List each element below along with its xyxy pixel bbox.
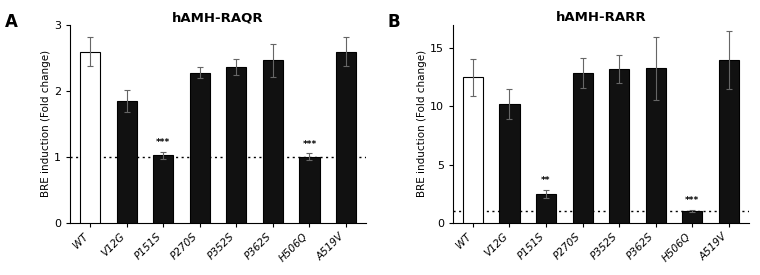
Y-axis label: BRE induction (Fold change): BRE induction (Fold change) <box>417 50 427 197</box>
Bar <box>499 104 520 222</box>
Bar <box>572 73 593 222</box>
Bar <box>226 67 246 222</box>
Text: B: B <box>388 13 401 31</box>
Bar <box>154 155 173 222</box>
Bar <box>682 211 702 222</box>
Bar <box>609 69 629 222</box>
Bar <box>463 78 483 222</box>
Bar <box>336 52 356 222</box>
Title: hAMH-RARR: hAMH-RARR <box>556 11 646 24</box>
Bar <box>116 101 137 222</box>
Text: ***: *** <box>156 138 170 147</box>
Bar <box>80 52 100 222</box>
Text: A: A <box>5 13 17 31</box>
Bar <box>536 194 556 222</box>
Bar <box>263 60 283 222</box>
Y-axis label: BRE induction (Fold change): BRE induction (Fold change) <box>41 50 51 197</box>
Bar <box>299 157 319 222</box>
Bar <box>645 68 666 222</box>
Text: ***: *** <box>302 139 317 149</box>
Text: **: ** <box>541 176 551 185</box>
Text: ***: *** <box>685 196 699 205</box>
Bar <box>190 73 210 222</box>
Title: hAMH-RAQR: hAMH-RAQR <box>173 11 264 24</box>
Bar <box>719 60 739 222</box>
